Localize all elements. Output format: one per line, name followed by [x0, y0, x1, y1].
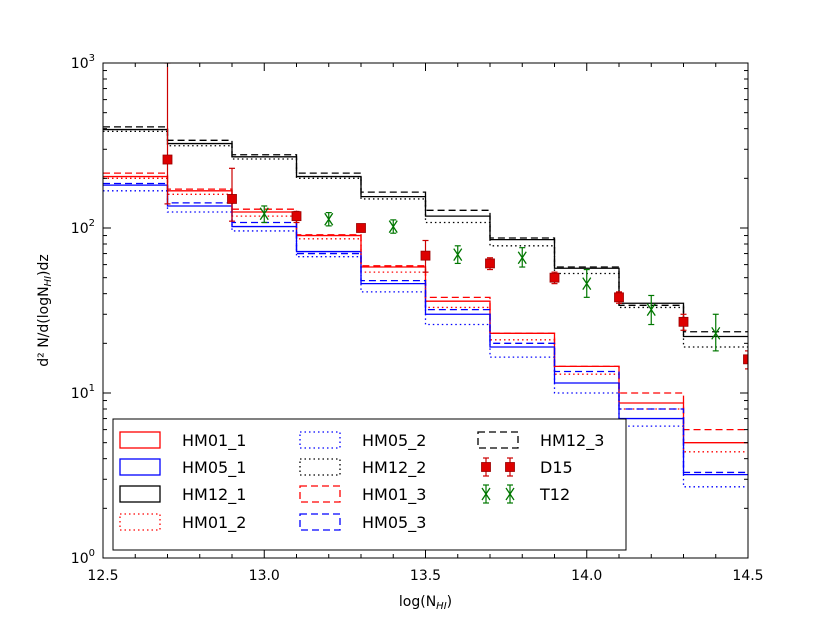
legend-label: HM12_1 [182, 485, 246, 505]
t12-marker [324, 212, 334, 226]
t12-point [582, 268, 592, 298]
legend-swatch [119, 431, 161, 449]
d15-point [162, 63, 173, 205]
legend-entry-hm01-3: HM01_3 [299, 485, 426, 505]
legend-entry-hm12-1: HM12_1 [119, 485, 246, 505]
y-tick-label: 102 [71, 218, 95, 237]
y-tick-label: 100 [71, 548, 95, 567]
t12-marker [582, 277, 592, 291]
t12-point [646, 294, 656, 326]
y-axis-label: d² N/d(logNHI)dz [36, 254, 54, 366]
legend-entry-hm05-3: HM05_3 [299, 513, 426, 533]
t12-point [259, 205, 269, 224]
legend-box [112, 418, 627, 551]
legend-entry-hm12-3: HM12_3 [477, 431, 604, 451]
legend-label: T12 [539, 485, 570, 504]
legend-swatch [299, 431, 341, 449]
legend-entry-hm05-1: HM05_1 [119, 458, 246, 478]
legend-label: HM05_2 [362, 431, 426, 451]
x-axis-label: log(NHI) [399, 594, 452, 612]
legend-swatch [119, 513, 161, 531]
t12-marker [453, 248, 463, 261]
legend-label: HM05_1 [182, 458, 246, 478]
legend-swatch [477, 431, 519, 449]
legend-swatch [119, 458, 161, 476]
t12-marker [646, 303, 656, 317]
d15-marker [485, 258, 495, 269]
points-layer [162, 63, 748, 370]
d15-point [549, 271, 560, 285]
d15-marker [743, 354, 748, 365]
d15-point [485, 257, 495, 271]
legend-entry-hm05-2: HM05_2 [299, 431, 426, 451]
d15-point [614, 291, 624, 304]
x-tick-label: 13.5 [410, 568, 441, 584]
legend-marker [481, 462, 491, 472]
d15-point [420, 239, 431, 273]
t12-point [324, 211, 334, 227]
d15-marker [291, 211, 302, 222]
x-tick-label: 14.5 [732, 568, 763, 584]
d15-point [743, 350, 748, 370]
x-tick-label: 12.5 [87, 568, 118, 584]
legend-label: HM12_2 [362, 458, 426, 478]
legend-label: HM05_3 [362, 513, 426, 533]
t12-marker [388, 220, 398, 233]
legend-entry-hm01-1: HM01_1 [119, 431, 246, 451]
d15-marker [162, 154, 173, 165]
t12-marker [711, 326, 721, 340]
legend-label: HM01_3 [362, 485, 426, 505]
d15-point [291, 210, 302, 224]
d15-marker [549, 272, 560, 283]
d15-point [356, 223, 366, 233]
t12-marker [259, 207, 269, 221]
y-tick-label: 101 [71, 383, 95, 402]
y-tick-label: 103 [71, 53, 95, 72]
legend-label: HM01_2 [182, 513, 246, 533]
x-tick-label: 13.0 [249, 568, 280, 584]
legend-label: HM12_3 [540, 431, 604, 451]
series-hm12-2 [103, 130, 748, 348]
d15-point [227, 167, 237, 222]
legend-swatch [299, 485, 341, 503]
tick-labels-layer: 12.5 13.0 13.5 14.0 14.5 100 101 102 103 [71, 53, 764, 584]
legend-entry-d15: D15 [481, 457, 573, 477]
d15-marker [614, 292, 624, 303]
legend-marker [505, 462, 515, 472]
legend-marker [481, 487, 491, 501]
legend-swatch [119, 485, 161, 503]
d15-marker [420, 250, 431, 261]
legend-label: HM01_1 [182, 431, 246, 451]
series-hm05-3 [103, 182, 748, 474]
legend-entry-hm12-2: HM12_2 [299, 458, 426, 478]
d15-point [678, 313, 689, 331]
t12-point [711, 313, 721, 352]
legend-swatch [299, 513, 341, 531]
legend-entry-hm01-2: HM01_2 [119, 513, 246, 533]
plot-frame [102, 62, 749, 559]
t12-point [517, 247, 527, 268]
legend-marker [505, 487, 515, 501]
d15-marker [227, 194, 237, 204]
legend-entry-t12: T12 [481, 484, 570, 504]
legend-label: D15 [540, 458, 573, 477]
d15-marker [356, 223, 366, 233]
t12-point [388, 219, 398, 234]
x-tick-label: 14.0 [571, 568, 602, 584]
d15-marker [678, 316, 689, 327]
legend-swatch [299, 458, 341, 476]
t12-marker [517, 251, 527, 265]
legend: HM01_1 HM05_1 HM12_1 HM01_2 HM05_2 HM12_2 HM01… [112, 418, 627, 551]
t12-point [453, 245, 463, 265]
